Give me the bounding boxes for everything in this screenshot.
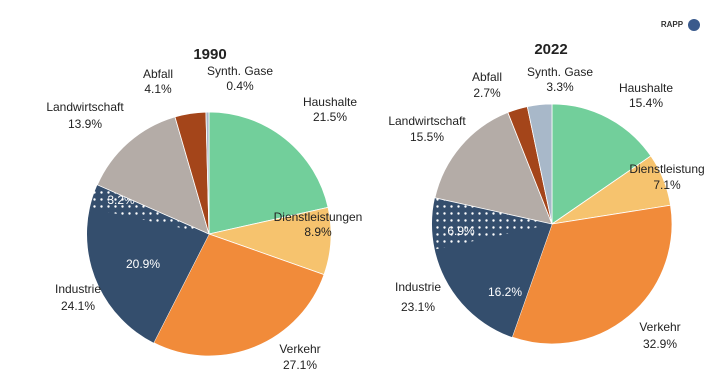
slice-value-label: 32.9% bbox=[643, 337, 677, 351]
slice-name: Landwirtschaft bbox=[388, 114, 466, 128]
slice-name: Abfall bbox=[143, 67, 173, 81]
slice-name: Abfall bbox=[472, 70, 502, 84]
slice-name: Haushalte bbox=[619, 81, 673, 95]
slice-value-label: 15.4% bbox=[629, 96, 663, 110]
slice-name: Industrie bbox=[395, 280, 441, 294]
slice-name: Verkehr bbox=[279, 342, 320, 356]
pie-slice-part bbox=[434, 224, 552, 338]
slice-name: Dienstleistung bbox=[629, 162, 704, 176]
slice-value-label: 2.7% bbox=[473, 86, 501, 100]
slice-value-label: 24.1% bbox=[61, 299, 95, 313]
slice-name: Dienstleistungen bbox=[274, 210, 363, 224]
pie-slice bbox=[96, 116, 210, 235]
pie-slice bbox=[551, 103, 652, 225]
slice-value-label: 7.1% bbox=[653, 178, 681, 192]
pie-slice bbox=[153, 233, 325, 357]
slice-name: Synth. Gase bbox=[207, 64, 273, 78]
brand: RAPP bbox=[661, 20, 684, 29]
pie-slice bbox=[526, 103, 553, 225]
slice-value-label: 13.9% bbox=[68, 117, 102, 131]
pie-slice bbox=[434, 111, 553, 225]
pie-slice bbox=[511, 204, 673, 345]
brand-icon bbox=[688, 19, 700, 31]
slice-name: Synth. Gase bbox=[527, 65, 593, 79]
slice-value-label: 8.9% bbox=[304, 225, 332, 239]
pie-slice bbox=[205, 111, 210, 235]
slice-value-label: 4.1% bbox=[144, 82, 172, 96]
slice-value-label: 21.5% bbox=[313, 110, 347, 124]
slice-name: Verkehr bbox=[639, 320, 680, 334]
chart-title: 1990 bbox=[193, 46, 226, 63]
slice-part-label: 6.9% bbox=[447, 224, 475, 238]
slice-part-label: 16.2% bbox=[488, 285, 522, 299]
pie-slice bbox=[208, 111, 329, 235]
slice-name: Landwirtschaft bbox=[46, 100, 124, 114]
slice-value-label: 27.1% bbox=[283, 358, 317, 372]
slice-value-label: 23.1% bbox=[401, 300, 435, 314]
pie-slice-part bbox=[87, 208, 209, 343]
slice-name: Industrie bbox=[55, 282, 101, 296]
slice-value-label: 3.3% bbox=[546, 80, 574, 94]
chart-title: 2022 bbox=[534, 41, 567, 58]
pie-slice-part bbox=[432, 197, 552, 250]
slice-value-label: 0.4% bbox=[226, 79, 254, 93]
slice-part-label: 20.9% bbox=[126, 257, 160, 271]
pie-slice-part bbox=[89, 184, 209, 234]
slice-value-label: 15.5% bbox=[410, 130, 444, 144]
slice-name: Haushalte bbox=[303, 95, 357, 109]
